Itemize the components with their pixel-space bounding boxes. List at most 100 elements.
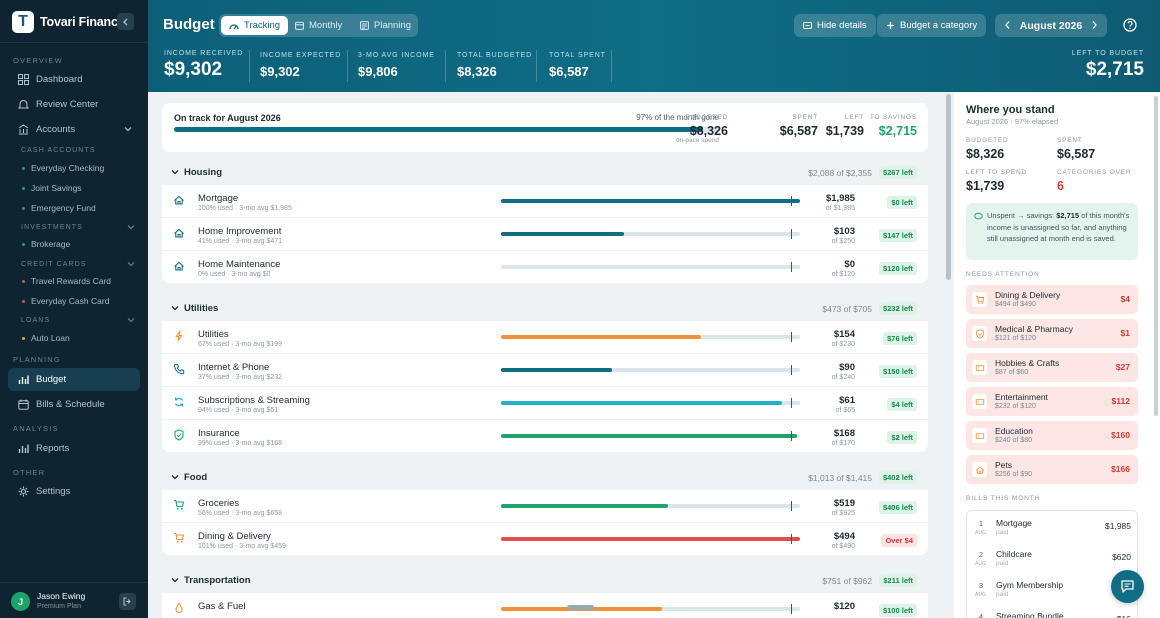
brand[interactable]: T Tovari Financial xyxy=(12,11,131,33)
attention-item[interactable]: Education $240 of $80 $160 xyxy=(966,421,1138,450)
nav-reports[interactable]: Reports xyxy=(8,437,140,460)
category-row[interactable]: Internet & Phone 37% used · 3-mo avg $232… xyxy=(162,353,928,386)
fuel-icon xyxy=(175,602,183,613)
stat-value: $9,302 xyxy=(164,59,223,80)
house-icon xyxy=(975,465,984,474)
chevron-down-icon[interactable] xyxy=(171,473,179,481)
main-scrollbar[interactable] xyxy=(945,92,953,618)
stat-label: BUDGETED xyxy=(966,137,1009,144)
collapse-sidebar-button[interactable] xyxy=(117,13,134,30)
category-row[interactable]: Home Maintenance 0% used · 3-mo avg $0 $0 o… xyxy=(162,250,928,283)
category-row[interactable]: Mortgage 100% used · 3-mo avg $1,985 $1,98… xyxy=(162,184,928,217)
tab-monthly[interactable]: Monthly xyxy=(287,16,350,35)
group-header[interactable]: Utilities $473 of $705 $232 left xyxy=(162,296,928,320)
chevron-right-icon[interactable] xyxy=(1090,20,1098,30)
category-row[interactable]: Dining & Delivery 101% used · 3-mo avg $4… xyxy=(162,522,928,555)
cart-icon xyxy=(975,295,984,304)
group-header[interactable]: Housing $2,088 of $2,355 $267 left xyxy=(162,160,928,184)
account-travel-rewards-card[interactable]: Travel Rewards Card xyxy=(22,276,111,286)
tab-planning[interactable]: Planning xyxy=(352,16,419,35)
tab-tracking[interactable]: Tracking xyxy=(221,16,289,35)
category-row[interactable]: Insurance 99% used · 3-mo avg $168 $168 of … xyxy=(162,419,928,452)
category-usage: 94% used · 3-mo avg $61 xyxy=(198,407,279,414)
category-budget: of $120 xyxy=(831,271,855,278)
panel-scrollbar[interactable] xyxy=(1153,92,1160,618)
category-left-badge: $406 left xyxy=(878,501,917,514)
chevron-down-icon[interactable] xyxy=(171,168,179,176)
group-header[interactable]: Food $1,013 of $1,415 $402 left xyxy=(162,465,928,489)
scroll-thumb[interactable] xyxy=(946,94,951,280)
account-emergency-fund[interactable]: Emergency Fund xyxy=(22,203,96,213)
attention-item[interactable]: Hobbies & Crafts $87 of $60 $27 xyxy=(966,353,1138,382)
account-joint-savings[interactable]: Joint Savings xyxy=(22,183,82,193)
chevron-left-icon[interactable] xyxy=(1004,20,1012,30)
bill-item[interactable]: 4AUGStreaming Bundle$16 xyxy=(967,606,1139,618)
category-progress-bar xyxy=(501,196,800,206)
bill-item[interactable]: 3 AUG Gym Membership paid xyxy=(967,575,1139,605)
chevron-down-icon[interactable] xyxy=(127,260,135,268)
category-icon xyxy=(173,260,185,272)
category-progress-bar xyxy=(501,431,800,441)
chevron-down-icon[interactable] xyxy=(171,304,179,312)
bill-amount: $1,985 xyxy=(1105,521,1131,531)
attention-item[interactable]: Dining & Delivery $494 of $490 $4 xyxy=(966,285,1138,314)
category-name: Insurance xyxy=(198,428,240,439)
refresh-icon xyxy=(174,397,184,407)
category-row[interactable]: Gas & Fuel $120 $100 left xyxy=(162,592,928,618)
attention-name: Medical & Pharmacy xyxy=(995,324,1073,334)
bill-name: Mortgage xyxy=(996,518,1032,528)
attention-item[interactable]: Entertainment $232 of $120 $112 xyxy=(966,387,1138,416)
category-left-badge: $76 left xyxy=(883,332,917,345)
section-overview: OVERVIEW xyxy=(13,56,63,65)
account-everyday-checking[interactable]: Everyday Checking xyxy=(22,163,104,173)
account-brokerage[interactable]: Brokerage xyxy=(22,239,70,249)
attention-item[interactable]: Pets $256 of $90 $166 xyxy=(966,455,1138,484)
account-auto-loan[interactable]: Auto Loan xyxy=(22,333,70,343)
logout-button[interactable] xyxy=(119,593,136,610)
category-icon xyxy=(173,363,185,375)
help-icon[interactable] xyxy=(1123,18,1137,32)
category-row[interactable]: Groceries 56% used · 3-mo avg $658 $519 of … xyxy=(162,489,928,522)
hide-details-button[interactable]: Hide details xyxy=(794,14,876,37)
horizontal-scroll-thumb[interactable] xyxy=(567,605,594,610)
nav-dashboard[interactable]: Dashboard xyxy=(8,68,140,91)
category-row[interactable]: Subscriptions & Streaming 94% used · 3-mo… xyxy=(162,386,928,419)
nav-review-center[interactable]: Review Center xyxy=(8,93,140,116)
month-gone-label: 97% of the month gone xyxy=(636,113,719,122)
chevron-down-icon[interactable] xyxy=(171,576,179,584)
user-profile[interactable]: J Jason Ewing Premium Plan xyxy=(0,582,148,618)
bill-item[interactable]: 2 AUG Childcare paid $620 xyxy=(967,544,1139,574)
house-icon xyxy=(174,228,184,238)
group-header[interactable]: Transportation $751 of $962 $211 left xyxy=(162,568,928,592)
attention-sub: $232 of $120 xyxy=(995,403,1036,410)
group-title: Housing xyxy=(184,167,222,178)
category-progress-bar xyxy=(501,501,800,511)
nav-bills-schedule[interactable]: Bills & Schedule xyxy=(8,393,140,416)
bill-item[interactable]: 1 AUG Mortgage paid $1,985 xyxy=(967,513,1139,543)
category-row[interactable]: Utilities 67% used · 3-mo avg $199 $154 of … xyxy=(162,320,928,353)
chevron-down-icon[interactable] xyxy=(127,223,135,231)
account-everyday-cash-card[interactable]: Everyday Cash Card xyxy=(22,296,109,306)
budget-category-button[interactable]: Budget a category xyxy=(877,14,987,37)
month-selector[interactable]: August 2026 xyxy=(995,14,1107,37)
user-plan: Premium Plan xyxy=(37,603,81,610)
attention-name: Education xyxy=(995,426,1033,436)
nav-accounts[interactable]: Accounts xyxy=(8,118,140,141)
group-left-badge: $232 left xyxy=(878,302,917,315)
attention-item[interactable]: Medical & Pharmacy $121 of $120 $1 xyxy=(966,319,1138,348)
nav-settings[interactable]: Settings xyxy=(8,480,140,503)
stat-value: $6,587 xyxy=(1057,147,1096,161)
ticket-icon xyxy=(975,398,984,405)
category-usage: 0% used · 3-mo avg $0 xyxy=(198,271,271,278)
category-name: Subscriptions & Streaming xyxy=(198,395,310,406)
stat-label: TO SAVINGS xyxy=(869,114,917,121)
bill-name: Streaming Bundle xyxy=(996,611,1064,618)
chevron-down-icon[interactable] xyxy=(127,316,135,324)
chat-button[interactable] xyxy=(1111,570,1144,603)
section-other: OTHER xyxy=(13,468,46,477)
panel-scroll-thumb[interactable] xyxy=(1154,96,1158,416)
nav-budget[interactable]: Budget xyxy=(8,368,140,391)
category-row[interactable]: Home Improvement 41% used · 3-mo avg $471… xyxy=(162,217,928,250)
bill-amount: $16 xyxy=(1117,614,1131,618)
tab-planning-label: Planning xyxy=(374,20,411,31)
